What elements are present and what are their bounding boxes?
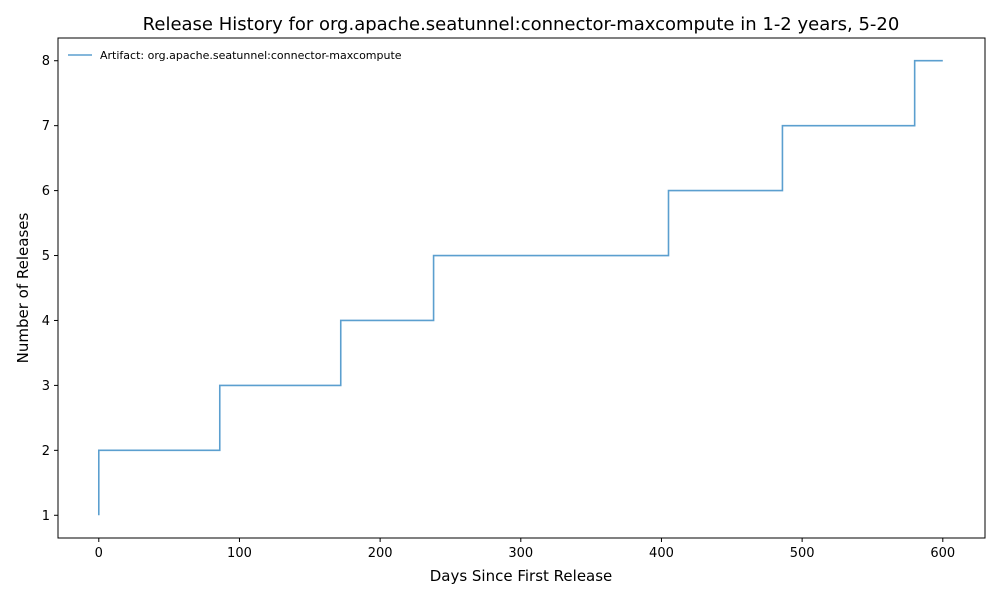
y-tick-label: 7 — [42, 119, 50, 134]
y-tick-label: 3 — [42, 379, 50, 394]
x-tick-label: 600 — [930, 546, 955, 561]
y-tick-label: 5 — [42, 249, 50, 264]
x-tick-label: 100 — [227, 546, 252, 561]
y-tick-label: 8 — [42, 54, 50, 69]
x-tick-label: 500 — [790, 546, 815, 561]
y-tick-label: 4 — [42, 314, 50, 329]
chart-title: Release History for org.apache.seatunnel… — [143, 14, 900, 35]
axes-frame — [57, 37, 986, 539]
x-tick-label: 300 — [508, 546, 533, 561]
x-tick-label: 200 — [368, 546, 393, 561]
x-tick-label: 400 — [649, 546, 674, 561]
y-axis-label: Number of Releases — [14, 212, 32, 363]
legend-label: Artifact: org.apache.seatunnel:connector… — [100, 49, 402, 62]
y-tick-label: 1 — [42, 509, 50, 524]
y-tick-label: 2 — [42, 444, 50, 459]
plot-area: 0 100 200 300 400 500 600 1 2 3 4 5 6 7 8 Artifact: org… — [42, 37, 986, 561]
x-tick-label: 0 — [95, 546, 103, 561]
x-axis-label: Days Since First Release — [430, 567, 613, 585]
y-tick-label: 6 — [42, 184, 50, 199]
series-line-0 — [97, 59, 943, 516]
